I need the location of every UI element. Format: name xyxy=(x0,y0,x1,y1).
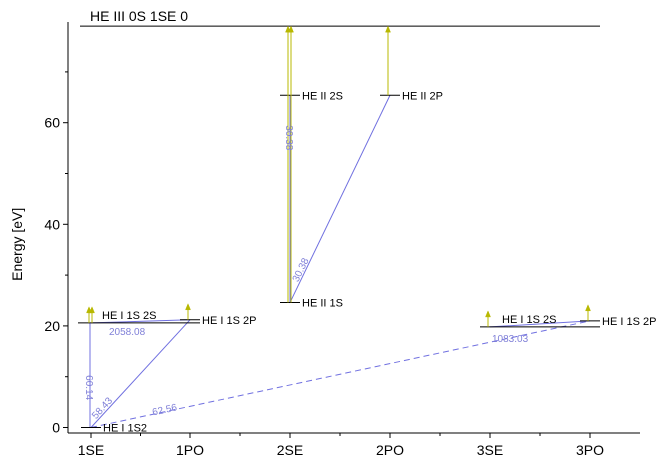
transition-label: 60.14 xyxy=(83,375,94,400)
x-tick-label: 1PO xyxy=(176,442,204,458)
y-tick-label: 20 xyxy=(44,318,60,334)
transition-label: 1083.03 xyxy=(492,334,529,345)
level-label-he2_1s: HE II 1S xyxy=(302,298,343,310)
level-label-he1_1s2p_3po: HE I 1S 2P xyxy=(602,316,656,328)
ionization-arrow-head xyxy=(585,304,591,312)
level-label-he1_1s2p_1po: HE I 1S 2P xyxy=(202,315,256,327)
ionization-arrows-layer xyxy=(86,25,591,327)
x-tick-label: 3PO xyxy=(576,442,604,458)
axes: 0 20 40 60 Energy [eV] 1SE 1PO 2SE 2PO 3SE 3PO xyxy=(9,22,640,458)
transition-label: 62.56 xyxy=(151,402,178,418)
y-tick-label: 60 xyxy=(44,115,60,131)
y-tick-label: 0 xyxy=(52,420,60,436)
ionization-arrow-head xyxy=(288,25,294,33)
level-label-he2_2s: HE II 2S xyxy=(302,90,343,102)
transition-line xyxy=(90,319,191,428)
ionization-arrow-head xyxy=(385,25,391,33)
y-axis-label: Energy [eV] xyxy=(9,208,25,281)
level-label-he1_1s2: HE I 1S2 xyxy=(103,423,147,435)
ionization-limit-label: HE III 0S 1SE 0 xyxy=(90,8,188,24)
ionization-arrow-head xyxy=(485,310,491,318)
transitions-layer xyxy=(89,95,591,428)
transition-label: 30.38 xyxy=(291,256,312,284)
x-tick-label: 2PO xyxy=(376,442,404,458)
transition-line xyxy=(289,95,391,303)
transition-label: 30.38 xyxy=(283,125,294,150)
x-tick-label: 3SE xyxy=(477,442,503,458)
ionization-arrow-head xyxy=(89,306,95,314)
labels-layer: HE III 0S 1SE 0 HE I 1S2 HE I 1S 2S HE I 1S… xyxy=(83,8,656,434)
transition-label: 2058.08 xyxy=(109,327,146,338)
transition-line xyxy=(90,320,591,428)
x-tick-label: 1SE xyxy=(78,442,104,458)
x-tick-label: 2SE xyxy=(277,442,303,458)
transition-line xyxy=(489,320,591,328)
levels-layer xyxy=(78,25,600,428)
level-label-he1_1s2s_1se: HE I 1S 2S xyxy=(102,310,156,322)
y-tick-label: 40 xyxy=(44,216,60,232)
level-label-he1_1s2s_3se: HE I 1S 2S xyxy=(502,314,556,326)
transition-line xyxy=(90,319,191,324)
ionization-arrow-head xyxy=(185,303,191,311)
level-label-he2_2p: HE II 2P xyxy=(402,90,443,102)
